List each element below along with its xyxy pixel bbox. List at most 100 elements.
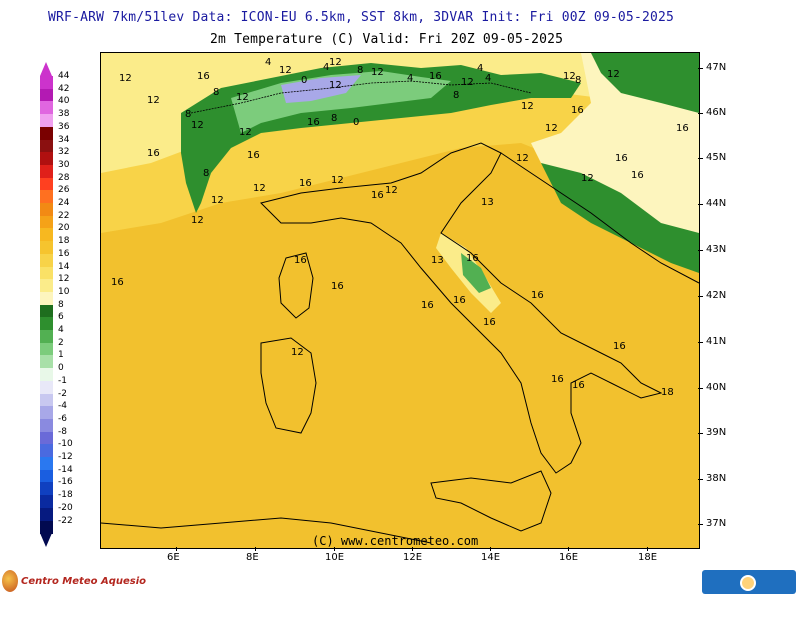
latitude-tick <box>698 68 703 69</box>
centro-meteo-aquesio-logo: Centro Meteo Aquesio <box>2 570 146 592</box>
isotherm-label: 16 <box>551 374 564 385</box>
isotherm-label: 12 <box>385 185 398 196</box>
latitude-tick <box>698 342 703 343</box>
colorbar-label: -18 <box>58 490 73 501</box>
colorbar-label: 40 <box>58 96 70 107</box>
logo-right-text: centrometeo <box>705 599 793 613</box>
isotherm-label: 16 <box>676 123 689 134</box>
colorbar-label: 12 <box>58 274 70 285</box>
latitude-label: 41N <box>706 336 727 347</box>
isotherm-label: 12 <box>279 65 292 76</box>
longitude-tick <box>490 547 491 551</box>
colorbar-label: -2 <box>58 388 67 399</box>
isotherm-label: 16 <box>531 290 544 301</box>
isotherm-label: 16 <box>613 341 626 352</box>
isotherm-label: 12 <box>191 120 204 131</box>
balkans-cold-coast <box>541 163 699 273</box>
colorbar-swatch <box>40 520 53 534</box>
colorbar-swatch <box>40 177 53 191</box>
isotherm-label: 12 <box>239 127 252 138</box>
longitude-tick <box>647 547 648 551</box>
colorbar-swatch <box>40 507 53 521</box>
longitude-label: 16E <box>559 552 579 563</box>
latitude-label: 39N <box>706 427 727 438</box>
isotherm-label: 16 <box>466 253 479 264</box>
balkans-cold-north <box>591 53 699 113</box>
isotherm-label: 18 <box>661 387 674 398</box>
italy-coastline <box>260 142 663 474</box>
isotherm-label: 12 <box>521 101 534 112</box>
latitude-label: 37N <box>706 518 727 529</box>
latitude-label: 45N <box>706 152 727 163</box>
colorbar-swatch <box>40 152 53 166</box>
latitude-tick <box>698 296 703 297</box>
colorbar-swatch <box>40 101 53 115</box>
latitude-label: 38N <box>706 473 727 484</box>
colorbar-label: -1 <box>58 375 67 386</box>
isotherm-label: 0 <box>353 117 359 128</box>
colorbar-label: 1 <box>58 350 64 361</box>
apennine-cold-zone <box>461 253 491 293</box>
isotherm-label: 12 <box>291 347 304 358</box>
colorbar-label: -16 <box>58 477 73 488</box>
latitude-tick <box>698 250 703 251</box>
colorbar-label: 34 <box>58 134 70 145</box>
balkan-coastline <box>500 152 699 284</box>
colorbar-swatch <box>40 495 53 509</box>
colorbar-swatch <box>40 266 53 280</box>
longitude-label: 12E <box>403 552 423 563</box>
isotherm-label: 16 <box>615 153 628 164</box>
colorbar-swatch <box>40 139 53 153</box>
colorbar-label: 32 <box>58 147 70 158</box>
isotherm-label: 12 <box>147 95 160 106</box>
latitude-label: 47N <box>706 62 727 73</box>
colorbar-swatch <box>40 406 53 420</box>
isotherm-label: 12 <box>211 195 224 206</box>
isotherm-label: 12 <box>563 71 576 82</box>
isotherm-label: 16 <box>147 148 160 159</box>
longitude-tick <box>176 547 177 551</box>
colorbar-swatch <box>40 203 53 216</box>
isotherm-label: 13 <box>481 197 494 208</box>
latitude-label: 44N <box>706 198 727 209</box>
isotherm-label: 16 <box>294 255 307 266</box>
colorbar-label: 28 <box>58 172 70 183</box>
isotherm-label: 12 <box>331 175 344 186</box>
colorbar-swatch <box>40 241 53 255</box>
colorbar-label: 16 <box>58 248 70 259</box>
colorbar-swatch <box>40 126 53 140</box>
colorbar-label: 14 <box>58 261 70 272</box>
alpine-border <box>190 80 532 114</box>
colorbar-swatch <box>40 457 53 470</box>
colorbar-swatch <box>40 330 53 343</box>
isotherm-label: 12 <box>607 69 620 80</box>
isotherm-label: 13 <box>431 255 444 266</box>
isotherm-label: 16 <box>331 281 344 292</box>
colorbar-label: 0 <box>58 363 64 374</box>
logo-sun-icon <box>739 574 756 591</box>
isotherm-label: 16 <box>371 190 384 201</box>
latitude-label: 43N <box>706 244 727 255</box>
colorbar-swatch <box>40 88 53 102</box>
isotherm-label: 4 <box>265 57 271 68</box>
colorbar-swatch <box>40 482 53 496</box>
colorbar-label: -6 <box>58 413 67 424</box>
colorbar-swatch <box>40 253 53 267</box>
colorbar-label: 30 <box>58 159 70 170</box>
latitude-label: 42N <box>706 290 727 301</box>
isotherm-label: 16 <box>421 300 434 311</box>
latitude-tick <box>698 204 703 205</box>
colorbar-label: 22 <box>58 210 70 221</box>
colorbar-label: 26 <box>58 185 70 196</box>
colorbar-swatch <box>40 190 53 204</box>
colorbar-label: 18 <box>58 236 70 247</box>
latitude-label: 46N <box>706 107 727 118</box>
longitude-label: 10E <box>325 552 345 563</box>
colorbar-label: 36 <box>58 121 70 132</box>
latitude-tick <box>698 158 703 159</box>
isotherm-label: 4 <box>477 63 483 74</box>
isotherm-label: 4 <box>485 73 491 84</box>
colorbar-label: 10 <box>58 286 70 297</box>
isotherm-label: 16 <box>111 277 124 288</box>
